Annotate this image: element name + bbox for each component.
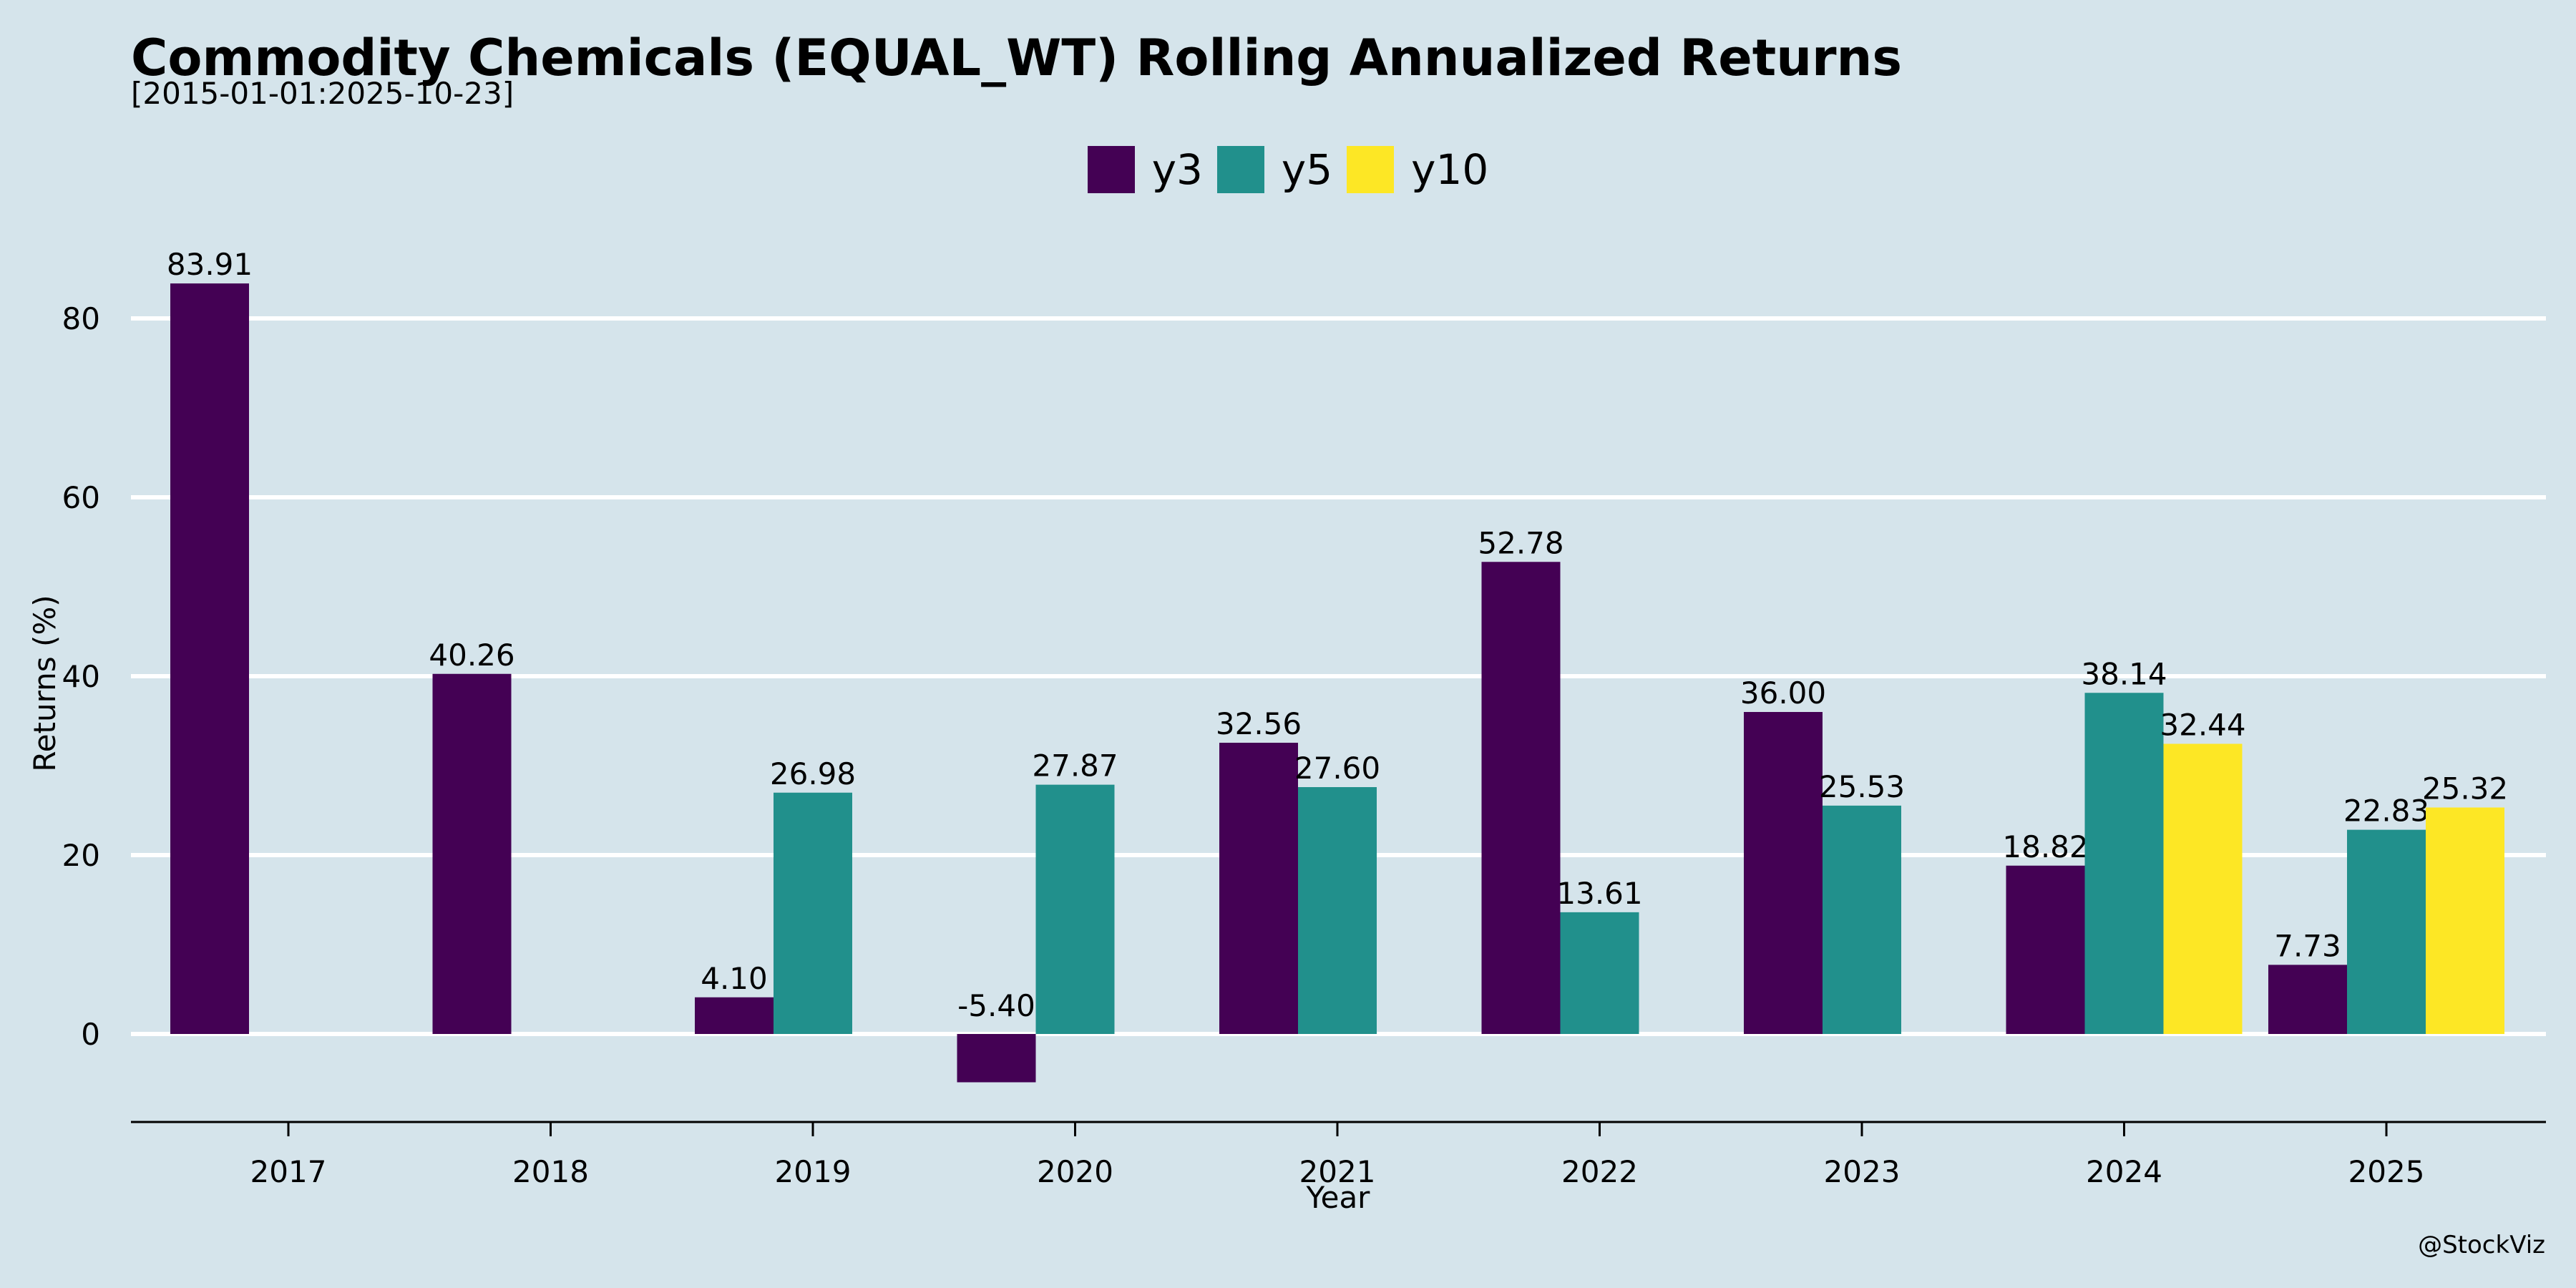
x-axis-label: Year	[1306, 1180, 1371, 1215]
data-label-y5-2020: 27.87	[1032, 748, 1118, 784]
bar-y5-2019	[774, 792, 852, 1034]
x-tick-label: 2018	[512, 1154, 589, 1189]
bar-y3-2022	[1481, 562, 1561, 1034]
bar-y3-2020	[957, 1034, 1036, 1083]
bar-y5-2022	[1560, 912, 1639, 1034]
x-tick-label: 2023	[1824, 1154, 1901, 1189]
bar-y3-2023	[1744, 712, 1823, 1034]
bar-y10-2024	[2163, 743, 2243, 1034]
x-tick-label: 2025	[2348, 1154, 2425, 1189]
bar-y5-2021	[1298, 787, 1377, 1034]
bar-y3-2018	[432, 673, 512, 1034]
legend-label-y10: y10	[1411, 145, 1489, 194]
x-tick-label: 2022	[1561, 1154, 1638, 1189]
chart-subtitle: [2015-01-01:2025-10-23]	[131, 76, 514, 111]
data-label-y3-2021: 32.56	[1216, 706, 1302, 741]
watermark: @StockViz	[2418, 1231, 2545, 1259]
x-tick-label: 2021	[1299, 1154, 1376, 1189]
y-axis-label: Returns (%)	[27, 595, 62, 771]
data-label-y3-2018: 40.26	[429, 638, 514, 673]
data-label-y5-2025: 22.83	[2343, 794, 2429, 829]
y-tick-label: 60	[62, 480, 100, 515]
data-label-y3-2019: 4.10	[701, 961, 768, 996]
data-label-y5-2019: 26.98	[770, 756, 856, 791]
legend-item-y3: y3	[1087, 145, 1203, 194]
data-label-y3-2022: 52.78	[1478, 525, 1563, 560]
y-tick-label: 40	[62, 659, 100, 694]
legend-label-y3: y3	[1151, 145, 1203, 194]
x-tick-label: 2020	[1037, 1154, 1113, 1189]
bar-y3-2017	[170, 283, 249, 1034]
x-tick-label: 2019	[775, 1154, 852, 1189]
bar-y3-2019	[695, 997, 774, 1034]
data-label-y5-2022: 13.61	[1556, 876, 1642, 911]
legend-item-y10: y10	[1347, 145, 1488, 194]
bar-y5-2024	[2084, 693, 2164, 1034]
data-label-y5-2023: 25.53	[1819, 769, 1905, 804]
data-label-y5-2024: 38.14	[2081, 656, 2167, 691]
legend-swatch-y5	[1216, 146, 1264, 193]
bar-y10-2025	[2426, 807, 2504, 1034]
x-tick-label: 2024	[2086, 1154, 2162, 1189]
bar-y5-2020	[1035, 784, 1115, 1034]
data-label-y3-2025: 7.73	[2274, 928, 2341, 963]
y-tick-label: 20	[62, 838, 100, 873]
chart-title: Commodity Chemicals (EQUAL_WT) Rolling A…	[131, 29, 1903, 87]
data-label-y3-2024: 18.82	[2002, 829, 2088, 864]
data-label-y5-2021: 27.60	[1294, 751, 1380, 786]
y-tick-label: 0	[81, 1017, 100, 1052]
data-label-y3-2023: 36.00	[1740, 675, 1826, 711]
data-label-y3-2020: -5.40	[957, 988, 1035, 1023]
legend-item-y5: y5	[1216, 145, 1333, 194]
bar-y5-2023	[1823, 805, 1901, 1034]
data-label-y10-2025: 25.32	[2422, 771, 2508, 806]
data-label-y3-2017: 83.91	[167, 247, 253, 282]
y-tick-label: 80	[62, 301, 100, 336]
bar-y3-2024	[2006, 865, 2085, 1034]
legend: y3 y5 y10	[0, 145, 2576, 194]
legend-swatch-y10	[1347, 146, 1395, 193]
x-tick-label: 2017	[250, 1154, 327, 1189]
bar-y5-2025	[2347, 829, 2426, 1034]
legend-label-y5: y5	[1281, 145, 1333, 194]
data-label-y10-2024: 32.44	[2160, 708, 2245, 743]
legend-swatch-y3	[1087, 146, 1135, 193]
bar-y3-2025	[2268, 965, 2347, 1034]
bar-y3-2021	[1219, 743, 1298, 1034]
